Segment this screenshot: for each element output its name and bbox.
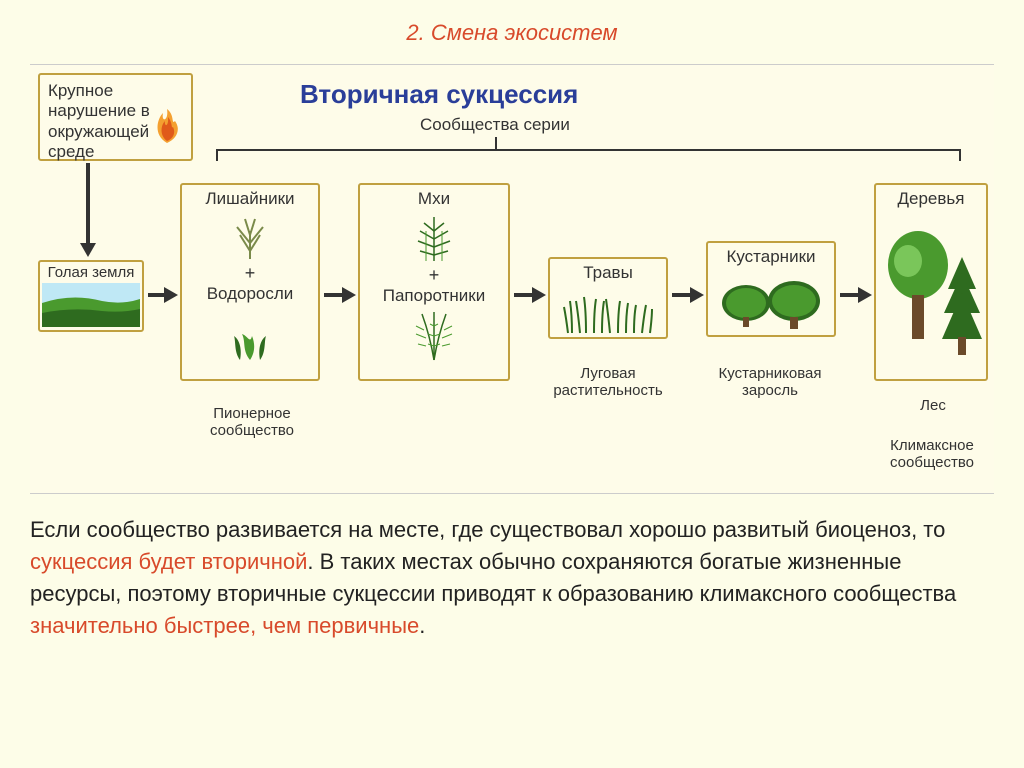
arrow4-head <box>690 287 704 303</box>
caption-shrubby: Кустарниковая заросль <box>696 365 844 399</box>
stage-trees: Деревья <box>874 183 988 381</box>
disturbance-box: Крупное нарушение в окружающей среде <box>38 73 193 161</box>
arrow3-line <box>514 293 534 297</box>
bracket-left <box>216 149 218 161</box>
bracket-right <box>959 149 961 161</box>
diagram-area: Крупное нарушение в окружающей среде Вто… <box>30 64 994 494</box>
body-p1d: значительно быстрее, чем первичные <box>30 613 419 638</box>
lichen-plus: + <box>188 263 312 284</box>
caption-pioneer: Пионерное сообщество <box>182 405 322 439</box>
bare-earth-icon <box>42 283 140 327</box>
arrow1-head <box>164 287 178 303</box>
body-p1b: сукцессия будет вторичной <box>30 549 307 574</box>
stage-moss: Мхи + Папоротники <box>358 183 510 381</box>
body-paragraph: Если сообщество развивается на месте, гд… <box>30 514 994 642</box>
arrow-down-line <box>86 163 90 245</box>
stage-bare: Голая земля <box>38 260 144 332</box>
trees-label: Деревья <box>882 189 980 209</box>
shrub-label: Кустарники <box>714 247 828 267</box>
grass-label: Травы <box>556 263 660 283</box>
lichen-bot: Водоросли <box>188 284 312 304</box>
arrow5-head <box>858 287 872 303</box>
stage-grass: Травы <box>548 257 668 339</box>
trees-icon <box>882 217 982 367</box>
stage-bare-label: Голая земля <box>42 264 140 281</box>
moss-plus: + <box>366 265 502 286</box>
fire-icon <box>147 95 187 145</box>
arrow4-line <box>672 293 692 297</box>
fern-icon <box>402 306 466 362</box>
bracket-line <box>216 149 961 151</box>
body-p1e: . <box>419 613 425 638</box>
caption-meadow: Луговая растительность <box>536 365 680 399</box>
lichen-icon <box>225 211 275 261</box>
arrow2-line <box>324 293 344 297</box>
bracket-center <box>495 137 497 149</box>
lichen-top: Лишайники <box>188 189 312 209</box>
stage-lichen: Лишайники + Водоросли <box>180 183 320 381</box>
arrow5-line <box>840 293 860 297</box>
arrow3-head <box>532 287 546 303</box>
stage-shrub: Кустарники <box>706 241 836 337</box>
grass-icon <box>558 287 658 335</box>
moss-bot: Папоротники <box>366 286 502 306</box>
moss-top: Мхи <box>366 189 502 209</box>
section-title: 2. Смена экосистем <box>30 20 994 46</box>
arrow2-head <box>342 287 356 303</box>
caption-climax: Климаксное сообщество <box>870 437 994 471</box>
moss-icon <box>406 211 462 263</box>
caption-forest: Лес <box>906 397 960 414</box>
arrow-down-head <box>80 243 96 257</box>
shrub-icon <box>716 271 826 331</box>
body-p1a: Если сообщество развивается на месте, гд… <box>30 517 945 542</box>
algae-icon <box>222 306 278 362</box>
disturbance-label: Крупное нарушение в окружающей среде <box>48 81 150 161</box>
diagram-title: Вторичная сукцессия <box>300 79 578 110</box>
series-label: Сообщества серии <box>420 115 570 135</box>
